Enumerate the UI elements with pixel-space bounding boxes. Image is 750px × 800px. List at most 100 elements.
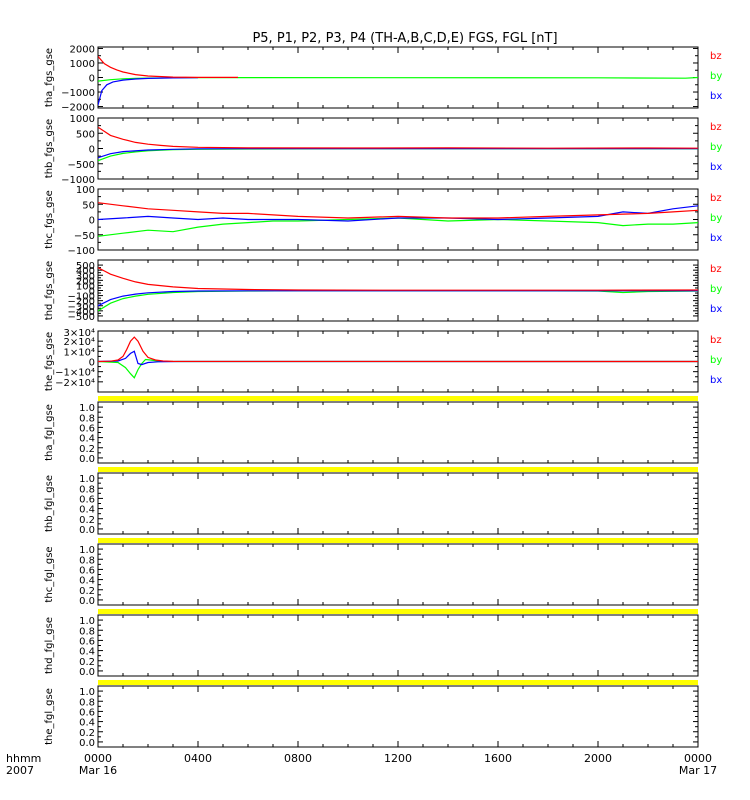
legend-bz: bz xyxy=(710,193,722,204)
legend-bz: bz xyxy=(710,335,722,346)
y-tick-label: 1×10⁴ xyxy=(64,347,95,358)
y-tick-label: 100 xyxy=(76,281,95,292)
legend-by: by xyxy=(710,284,722,295)
x-tick-label: 0000 xyxy=(84,752,112,765)
y-tick-label: 0.0 xyxy=(79,454,95,465)
y-tick-label: −1×10⁴ xyxy=(55,368,95,379)
series-bz xyxy=(98,56,238,79)
y-tick-label: 50 xyxy=(82,200,95,211)
y-tick-label: 0.4 xyxy=(79,718,95,729)
y-axis-label: thc_fgs_gse xyxy=(44,190,55,249)
y-tick-label: 1.0 xyxy=(79,403,95,414)
y-tick-label: 1000 xyxy=(70,59,95,70)
y-tick-label: 0 xyxy=(89,74,95,85)
y-tick-label: 0.0 xyxy=(79,738,95,749)
x-axis-header: hhmm xyxy=(6,752,41,765)
y-tick-label: 0.6 xyxy=(79,494,95,505)
series-bz xyxy=(98,267,698,291)
y-tick-label: 0.2 xyxy=(79,444,95,455)
y-tick-label: 1.0 xyxy=(79,474,95,485)
y-axis-label: tha_fgs_gse xyxy=(44,48,55,107)
y-tick-label: 0.2 xyxy=(79,728,95,739)
series-group xyxy=(98,202,698,237)
fill-band xyxy=(98,467,698,472)
panel-frame xyxy=(97,472,699,535)
y-tick-label: 400 xyxy=(76,266,95,277)
y-tick-label: 0.2 xyxy=(79,515,95,526)
y-axis-label: thd_fgl_gse xyxy=(44,617,55,674)
panel-thb_fgs_gse: 1000 500 0 −500 −1000 thb_fgs_gse bz by bx xyxy=(44,114,722,186)
x-tick-label: 2000 xyxy=(584,752,612,765)
y-tick-label: 0.8 xyxy=(79,697,95,708)
y-tick-label: 1.0 xyxy=(79,687,95,698)
fill-band xyxy=(98,680,698,685)
legend-bx: bx xyxy=(710,162,722,173)
panel-frame xyxy=(97,543,699,606)
chart-title: P5, P1, P2, P3, P4 (TH-A,B,C,D,E) FGS, F… xyxy=(252,31,557,46)
series-bz xyxy=(98,202,698,219)
y-axis-label: thc_fgl_gse xyxy=(44,546,55,602)
series-bx xyxy=(98,350,698,366)
x-tick-label: 0800 xyxy=(284,752,312,765)
legend-bx: bx xyxy=(710,304,722,315)
y-tick-label: −100 xyxy=(68,292,95,303)
y-tick-label: 0.2 xyxy=(79,586,95,597)
y-tick-label: 1.0 xyxy=(79,616,95,627)
y-tick-label: 0 xyxy=(89,287,95,298)
series-group xyxy=(98,126,698,162)
series-by xyxy=(98,290,698,312)
y-tick-label: 100 xyxy=(76,185,95,196)
legend-bz: bz xyxy=(710,51,722,62)
y-tick-label: 0.6 xyxy=(79,707,95,718)
y-tick-label: 0.4 xyxy=(79,434,95,445)
panel-tha_fgs_gse: 2000 1000 0 −1000 −2000 tha_fgs_gse bz by bx xyxy=(44,44,722,113)
y-tick-label: 0 xyxy=(89,216,95,227)
legend-bz: bz xyxy=(710,122,722,133)
y-tick-label: −500 xyxy=(68,312,95,323)
y-tick-label: 1.0 xyxy=(79,545,95,556)
fill-band xyxy=(98,609,698,614)
legend-bx: bx xyxy=(710,91,722,102)
panel-thc_fgs_gse: 100 50 0 −50 −100 thc_fgs_gse bz by bx xyxy=(44,185,722,257)
y-tick-label: 0.8 xyxy=(79,555,95,566)
x-tick-sublabel: Mar 16 xyxy=(79,764,117,777)
y-tick-label: 0.6 xyxy=(79,423,95,434)
y-tick-label: 0.8 xyxy=(79,413,95,424)
y-axis-label: the_fgs_gse xyxy=(44,332,55,391)
y-tick-label: 2×10⁴ xyxy=(64,337,95,348)
panel-frame xyxy=(97,685,699,748)
y-tick-label: 0.4 xyxy=(79,576,95,587)
y-tick-label: −300 xyxy=(68,302,95,313)
panel-the_fgl_gse: 1.00.80.60.40.20.0 the_fgl_gse xyxy=(44,680,699,749)
y-tick-label: 0.8 xyxy=(79,626,95,637)
legend-by: by xyxy=(710,142,722,153)
y-tick-label: 2000 xyxy=(70,44,95,55)
y-tick-label: 500 xyxy=(76,129,95,140)
y-tick-label: 200 xyxy=(76,276,95,287)
y-tick-label: 300 xyxy=(76,271,95,282)
x-tick-sublabel: Mar 17 xyxy=(679,764,717,777)
y-axis-label: thd_fgs_gse xyxy=(44,261,55,320)
y-axis-label: thb_fgs_gse xyxy=(44,119,55,178)
y-axis-label: tha_fgl_gse xyxy=(44,404,55,461)
legend-bx: bx xyxy=(710,233,722,244)
x-tick-label: 1200 xyxy=(384,752,412,765)
panel-frame xyxy=(97,401,699,464)
series-bz xyxy=(98,336,698,363)
y-tick-label: 0.8 xyxy=(79,484,95,495)
y-tick-label: 0 xyxy=(89,358,95,369)
y-tick-label: 500 xyxy=(76,261,95,272)
series-by xyxy=(98,358,698,379)
y-tick-label: 0.0 xyxy=(79,596,95,607)
y-tick-label: 1000 xyxy=(70,114,95,125)
y-tick-label: −2000 xyxy=(61,103,95,114)
series-group xyxy=(98,336,698,379)
y-axis-label: thb_fgl_gse xyxy=(44,475,55,532)
fill-band xyxy=(98,396,698,401)
series-bz xyxy=(98,126,698,149)
